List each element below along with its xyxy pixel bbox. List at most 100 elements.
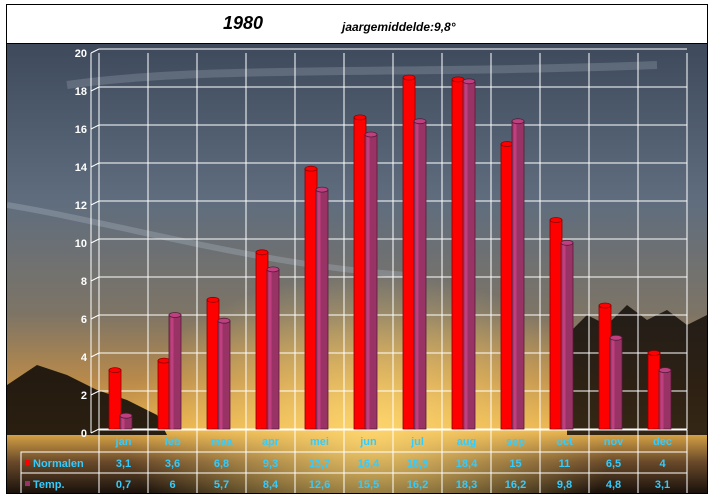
bar-temp-oct [560,239,574,430]
bar-highlight [355,117,359,430]
table-category-label: oct [556,436,573,448]
bar-top [108,367,122,374]
table-category-label: jan [115,436,132,448]
table-category-label: aug [457,436,477,448]
bar-highlight [170,315,174,429]
y-tick-label: 18 [75,86,87,98]
chart-subtitle: jaargemiddelde:9,8° [342,20,456,34]
bar-top [413,118,427,125]
bar-top [255,249,269,256]
bar-top [364,131,378,138]
grid-line-diag [90,390,100,396]
bar-temp-maa [217,317,231,430]
grid-line-diag [90,48,100,54]
y-axis-ticks: 0 2 4 6 8 10 12 14 16 18 20 [75,48,88,440]
bar-top [500,141,514,147]
chart-title: 1980 [223,13,264,33]
bar-highlight [366,134,370,429]
bar-top [402,74,416,81]
bar-temp-jun [364,131,378,430]
bar-normalen-jul [402,74,416,430]
bar-normalen-sep [500,141,514,430]
table-value-cell: 3,6 [165,458,180,470]
table-value-cell: 4 [659,458,666,470]
table-value-cell: 6,8 [214,458,229,470]
bar-highlight [415,121,419,429]
bar-top [217,317,231,324]
table-category-label: sep [506,436,525,448]
bar-highlight [513,121,517,429]
grid-line-diag [90,238,100,244]
bar-highlight [660,370,664,429]
bar-temp-apr [266,266,280,430]
table-value-cell: 3,1 [116,458,131,470]
grid-line-diag [90,428,100,434]
bar-temp-sep [511,118,525,430]
bar-temp-jul [413,118,427,430]
table-value-cell: 13,7 [309,458,330,470]
grid-line-diag [90,352,100,358]
y-tick-label: 4 [81,352,88,364]
bar-top [157,357,171,364]
bars [108,74,672,430]
bar-highlight [562,242,566,429]
table-category-label: jun [359,436,377,448]
table-value-cell: 18,4 [456,458,478,470]
y-tick-label: 16 [75,124,87,136]
bar-highlight [121,415,125,429]
table-category-label: mei [310,436,329,448]
table-value-cell: 6 [169,479,175,491]
y-tick-label: 20 [75,48,87,60]
table-value-cell: 3,1 [655,479,670,491]
bar-top [206,296,220,303]
grid-line-diag [90,162,100,168]
bar-highlight [551,220,555,429]
grid-line-diag [90,314,100,320]
table-category-label: jul [410,436,424,448]
y-tick-label: 10 [75,238,87,250]
bar-normalen-jun [353,114,367,430]
bar-highlight [306,168,310,429]
table-category-label: dec [653,436,672,448]
table-value-cell: 6,5 [606,458,621,470]
bar-top [549,217,563,223]
bar-top [560,239,574,246]
table-category-label: nov [604,436,624,448]
bar-highlight [159,360,163,429]
table-category-label: apr [262,436,280,448]
table-value-cell: 18,5 [407,458,428,470]
legend-swatch [25,481,30,486]
bar-top [647,350,661,356]
bar-normalen-maa [206,296,220,430]
bar-top [266,266,280,273]
bar-top [353,114,367,121]
bar-highlight [257,252,261,429]
grid-line-diag [90,200,100,206]
table-value-cell: 15,5 [358,479,379,491]
bar-highlight [502,144,506,429]
grid-line-diag [90,276,100,282]
table-value-cell: 4,8 [606,479,621,491]
bar-top [598,302,612,309]
table-category-label: feb [164,436,181,448]
bar-top [315,186,329,193]
bar-top [658,367,672,374]
bar-top [511,118,525,125]
table-value-cell: 16,4 [358,458,380,470]
bar-normalen-oct [549,217,563,430]
data-table: jan feb maa apr mei jun jul aug sep oct nov dec Norm… [20,429,688,493]
bar-top [462,78,476,85]
bar-top [451,76,465,83]
bar-temp-mei [315,186,329,430]
title-bar: 1980 jaargemiddelde:9,8° [7,5,707,44]
bar-highlight [453,79,457,430]
bar-highlight [611,337,615,429]
legend-entry: Temp. [33,479,65,491]
bar-top [168,312,182,318]
bar-normalen-jan [108,367,122,430]
table-value-cell: 9,8 [557,479,572,491]
bar-normalen-apr [255,249,269,430]
bar-highlight [464,81,468,430]
table-value-cell: 15 [509,458,521,470]
legend-entry: Normalen [33,458,84,470]
